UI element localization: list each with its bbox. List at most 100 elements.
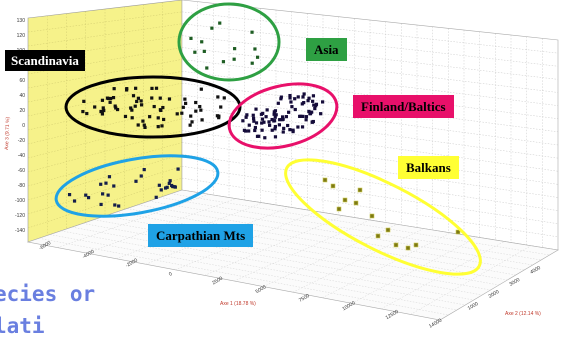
data-point (100, 112, 105, 116)
data-point (330, 183, 336, 189)
data-point (84, 193, 88, 197)
data-point (202, 49, 206, 53)
data-point (272, 119, 276, 123)
data-point (134, 86, 138, 90)
grid-line (292, 228, 424, 293)
data-point (296, 95, 300, 99)
data-point (273, 109, 278, 113)
data-point (247, 129, 251, 133)
data-point (254, 121, 259, 125)
data-point (139, 103, 144, 107)
data-point (181, 105, 185, 109)
grid-line (181, 94, 559, 146)
data-point (188, 123, 192, 127)
data-point (413, 242, 419, 248)
data-point (172, 185, 176, 189)
grid-line (351, 236, 478, 304)
data-point (159, 188, 163, 192)
data-point (142, 168, 146, 172)
grid-line (181, 23, 559, 67)
data-point (306, 99, 310, 103)
data-point (130, 116, 134, 120)
data-point (253, 125, 258, 130)
data-point (353, 200, 359, 206)
data-point (282, 126, 286, 131)
data-point (268, 123, 272, 127)
data-point (162, 117, 166, 122)
data-point (369, 213, 375, 219)
data-point (260, 121, 264, 125)
data-point (307, 96, 311, 100)
data-point (72, 199, 77, 203)
data-point (113, 203, 117, 207)
data-point (205, 66, 209, 70)
ellipse-asia (177, 2, 281, 82)
data-point (142, 123, 146, 127)
data-point (264, 115, 268, 119)
data-point (99, 202, 103, 207)
grid-line (27, 11, 183, 33)
data-point (111, 95, 116, 100)
data-point (290, 105, 294, 109)
grid-line (181, 166, 559, 224)
grid-line (263, 224, 397, 287)
data-point (280, 115, 285, 119)
data-point (200, 118, 204, 122)
data-point (293, 107, 297, 112)
label-finland-baltics: Finland/Baltics (353, 95, 454, 118)
data-point (277, 123, 281, 127)
data-point (112, 87, 116, 91)
data-point (194, 100, 198, 105)
data-point (267, 120, 271, 124)
data-point (100, 98, 105, 102)
x-tick-label: -4000 (81, 249, 95, 261)
data-point (393, 242, 399, 248)
data-point (104, 181, 108, 185)
data-point (312, 103, 316, 107)
y-tick-label: 2000 (488, 289, 501, 300)
data-point (233, 47, 237, 51)
data-point (210, 26, 214, 30)
data-point (310, 110, 314, 114)
grid-line (27, 118, 183, 159)
z-tick-label: -20 (18, 138, 25, 144)
data-point (288, 96, 292, 100)
data-point (108, 100, 112, 104)
grid-line (27, 47, 183, 75)
data-point (300, 102, 304, 106)
data-point (113, 104, 117, 108)
data-point (263, 136, 267, 140)
z-tick-label: 20 (19, 108, 25, 114)
data-point (319, 112, 323, 116)
x-tick-label: 14000 (428, 317, 443, 329)
grid-line (410, 245, 532, 315)
data-point (221, 60, 226, 64)
z-tick-label: 0 (22, 123, 25, 129)
data-point (139, 99, 143, 103)
data-point (198, 104, 202, 109)
data-point (302, 92, 306, 96)
data-point (168, 179, 172, 183)
grid-line (27, 35, 183, 61)
x-tick-label: 0 (168, 271, 174, 278)
data-point (152, 104, 156, 109)
z-tick-label: -140 (15, 228, 25, 234)
data-point (117, 204, 121, 208)
data-point (218, 21, 222, 25)
data-point (199, 108, 203, 112)
data-point (276, 101, 280, 105)
z-tick-label: 40 (19, 93, 25, 99)
data-point (322, 177, 328, 183)
data-point (157, 183, 161, 187)
data-point (101, 106, 105, 110)
grid-line (181, 177, 559, 238)
grid-line (233, 219, 371, 282)
data-point (273, 115, 277, 119)
data-point (272, 112, 276, 116)
data-point (304, 115, 309, 119)
data-point (184, 101, 188, 105)
data-point (260, 128, 264, 132)
data-point (125, 87, 129, 91)
data-point (336, 206, 342, 212)
z-tick-label: 120 (17, 33, 26, 39)
